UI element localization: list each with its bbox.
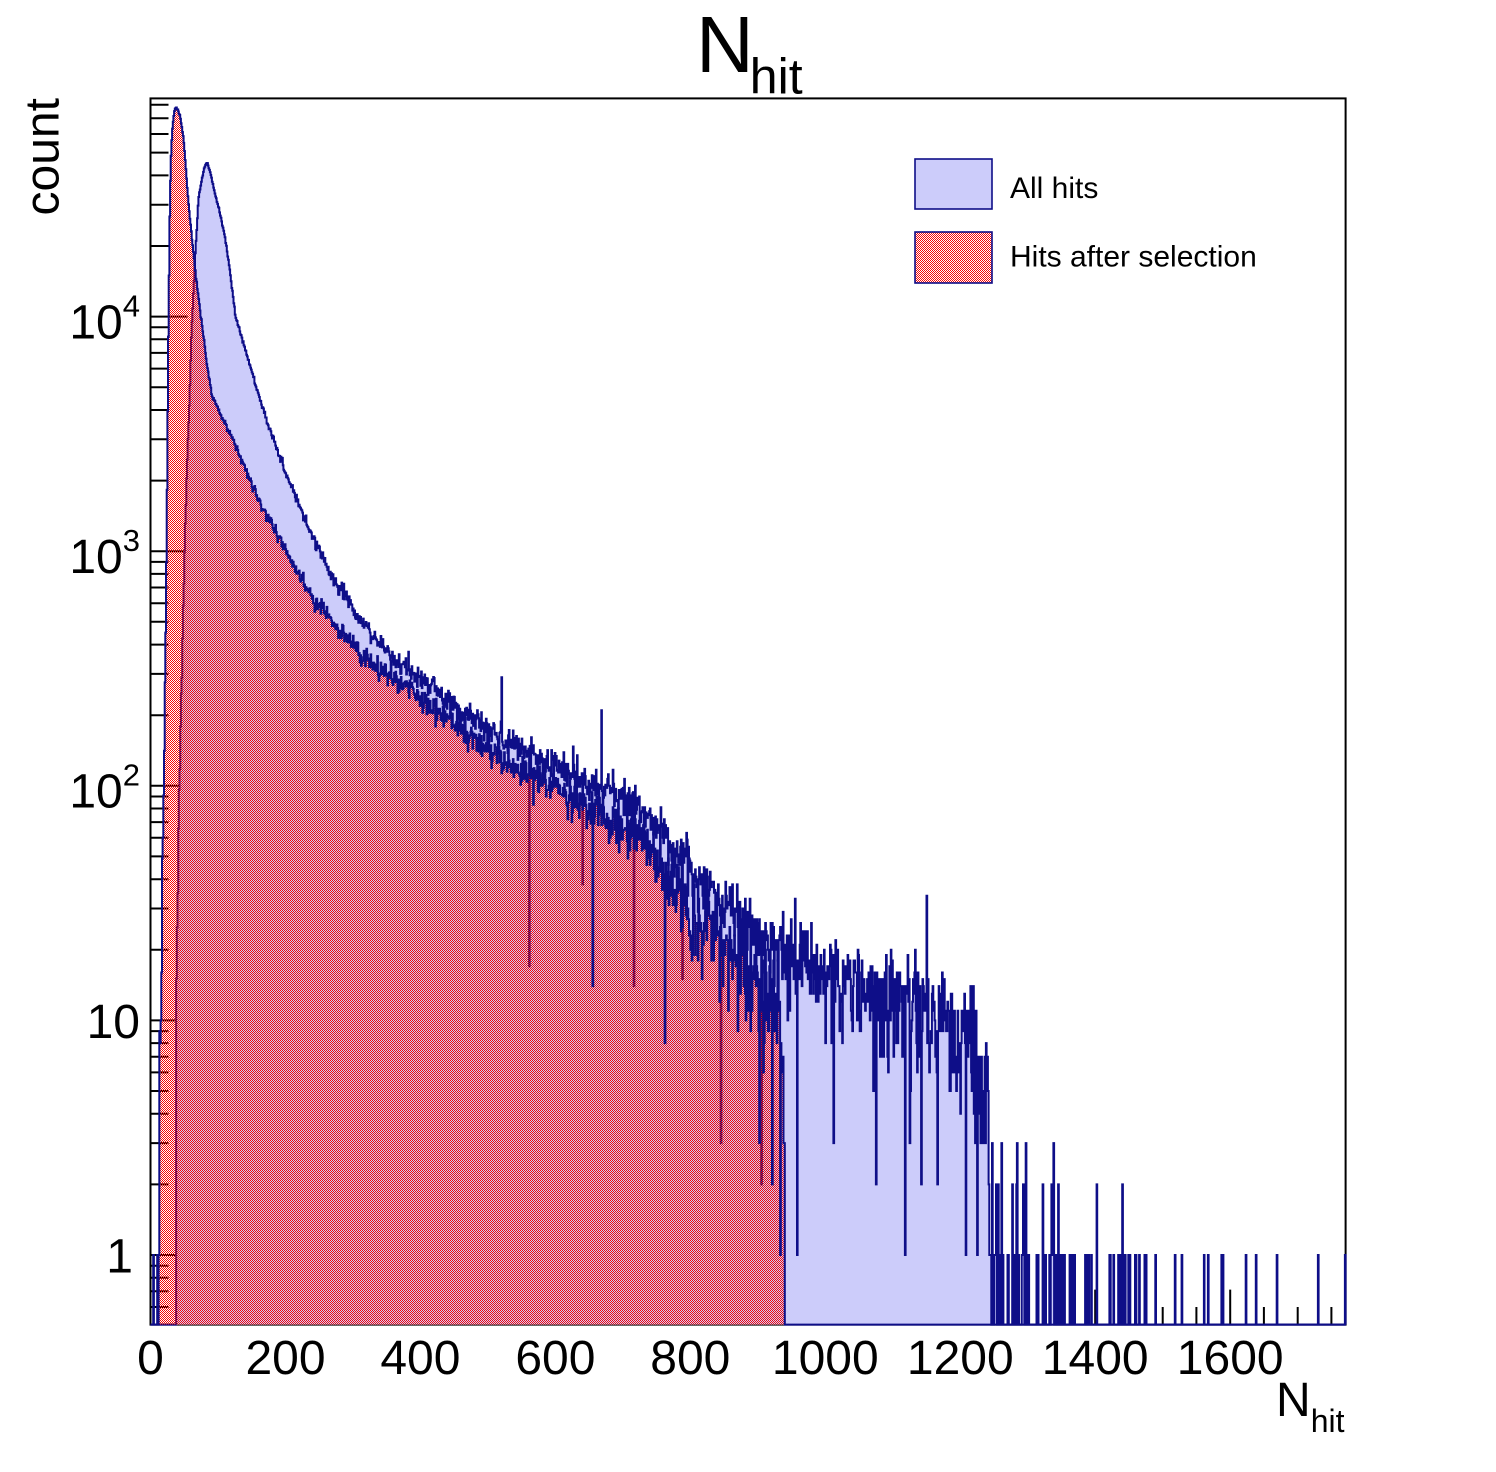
svg-text:1: 1 (106, 1231, 133, 1284)
svg-text:800: 800 (650, 1332, 730, 1385)
svg-text:Hits after selection: Hits after selection (1010, 241, 1257, 274)
svg-text:600: 600 (515, 1332, 595, 1385)
svg-text:102: 102 (69, 758, 140, 819)
svg-text:1600: 1600 (1177, 1332, 1284, 1385)
svg-text:0: 0 (137, 1332, 164, 1385)
svg-text:10: 10 (87, 996, 140, 1049)
svg-text:200: 200 (245, 1332, 325, 1385)
svg-text:104: 104 (69, 288, 140, 349)
svg-text:1200: 1200 (907, 1332, 1014, 1385)
svg-text:Nhit: Nhit (696, 0, 803, 105)
svg-text:400: 400 (380, 1332, 460, 1385)
svg-text:1000: 1000 (772, 1332, 879, 1385)
svg-text:103: 103 (69, 523, 140, 584)
svg-text:1400: 1400 (1042, 1332, 1149, 1385)
svg-text:Nhit: Nhit (1276, 1374, 1345, 1439)
svg-text:All hits: All hits (1010, 172, 1098, 205)
svg-text:count: count (17, 98, 70, 215)
